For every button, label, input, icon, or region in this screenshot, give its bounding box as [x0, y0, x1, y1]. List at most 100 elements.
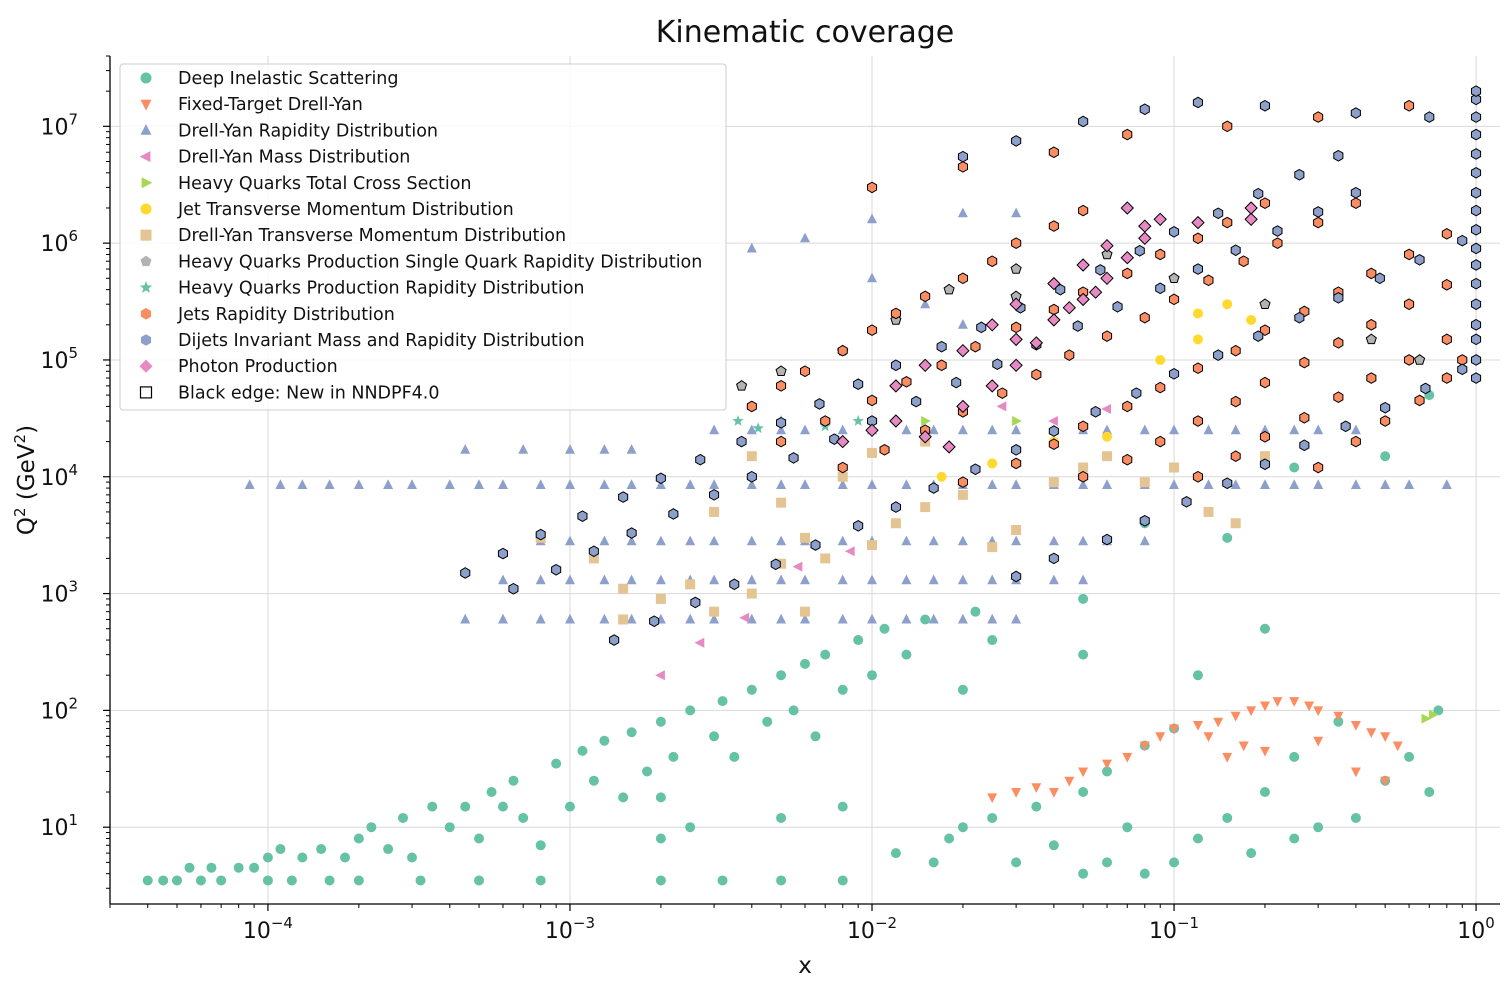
data-point	[770, 558, 781, 571]
data-point	[1424, 787, 1435, 798]
data-point	[920, 614, 931, 625]
data-point	[1010, 263, 1022, 274]
data-point	[324, 875, 335, 886]
data-point	[1222, 216, 1233, 229]
data-point	[685, 822, 696, 833]
data-point	[837, 535, 848, 546]
data-point	[1203, 274, 1214, 287]
data-point	[987, 479, 998, 489]
data-point	[1471, 111, 1482, 123]
data-point	[1313, 206, 1324, 218]
legend-marker	[140, 124, 152, 135]
data-point	[694, 637, 705, 648]
data-point	[535, 528, 546, 541]
data-point	[497, 801, 508, 812]
data-point	[970, 606, 981, 617]
legend-item: Heavy Quarks Production Rapidity Distrib…	[139, 279, 585, 299]
data-point	[626, 444, 637, 454]
legend-item: Heavy Quarks Total Cross Section	[141, 174, 472, 194]
data-point	[1259, 298, 1271, 309]
data-point	[655, 875, 666, 886]
data-point	[1294, 168, 1305, 181]
legend: Deep Inelastic Scattering Fixed-Target Dr…	[119, 63, 727, 411]
data-point	[987, 793, 998, 804]
data-point	[992, 358, 1003, 370]
data-point	[1313, 822, 1324, 833]
data-point	[1169, 293, 1180, 306]
data-point	[1100, 238, 1114, 253]
data-point	[444, 479, 455, 489]
data-point	[901, 613, 912, 624]
data-point	[709, 574, 720, 585]
data-point	[415, 875, 426, 886]
data-point	[626, 727, 637, 738]
data-point	[1048, 535, 1059, 546]
data-point	[1222, 477, 1233, 490]
data-point	[1095, 264, 1106, 276]
data-point	[810, 539, 821, 551]
data-point	[655, 792, 666, 803]
data-point	[565, 444, 575, 454]
data-point	[1138, 231, 1152, 246]
data-point	[1122, 128, 1133, 141]
data-point	[626, 527, 637, 539]
data-point	[736, 379, 748, 391]
data-point	[1047, 276, 1061, 291]
data-point	[987, 542, 998, 553]
data-point	[498, 479, 508, 489]
data-point	[353, 479, 364, 489]
data-point	[1333, 716, 1344, 727]
data-point	[1193, 721, 1203, 731]
data-point	[1122, 453, 1133, 466]
data-point	[867, 540, 878, 551]
data-point	[1433, 705, 1444, 716]
data-point	[853, 378, 864, 390]
data-point	[618, 792, 629, 803]
data-point	[970, 463, 981, 476]
data-point	[1289, 751, 1300, 762]
data-point	[987, 635, 998, 646]
data-point	[1424, 111, 1435, 123]
data-point	[1304, 701, 1315, 712]
series-0	[142, 390, 1444, 886]
data-point	[1169, 368, 1180, 380]
data-point	[1471, 277, 1482, 290]
data-point	[1299, 411, 1310, 424]
data-point	[1272, 237, 1283, 249]
data-point	[890, 518, 901, 529]
data-point	[1102, 479, 1112, 489]
x-tick-label: 10−1	[1149, 914, 1199, 944]
data-point	[837, 875, 848, 886]
data-point	[1102, 451, 1113, 462]
data-point	[736, 435, 747, 448]
data-point	[1421, 713, 1432, 724]
data-point	[987, 458, 998, 469]
data-point	[1122, 267, 1133, 280]
series-3	[655, 401, 1111, 681]
data-point	[709, 535, 720, 546]
data-point	[1471, 372, 1482, 384]
data-point	[1333, 337, 1344, 349]
data-point	[685, 705, 696, 716]
data-point	[518, 444, 529, 454]
legend-label: Drell-Yan Mass Distribution	[178, 148, 410, 168]
data-point	[518, 812, 529, 823]
data-point	[1441, 228, 1452, 240]
legend-marker	[140, 229, 152, 241]
data-point	[599, 574, 610, 585]
data-point	[867, 574, 877, 585]
data-point	[460, 613, 471, 624]
data-point	[1259, 458, 1270, 471]
y-tick-labels: 101 102 103 104 105 106 107	[40, 110, 78, 841]
data-point	[879, 444, 890, 456]
data-point	[1048, 438, 1059, 450]
data-point	[142, 875, 153, 886]
data-point	[1380, 776, 1391, 787]
data-point	[844, 546, 855, 557]
data-point	[1078, 462, 1089, 473]
legend-marker	[141, 334, 151, 346]
data-point	[746, 535, 757, 546]
data-point	[1169, 724, 1179, 735]
data-point	[460, 444, 471, 454]
